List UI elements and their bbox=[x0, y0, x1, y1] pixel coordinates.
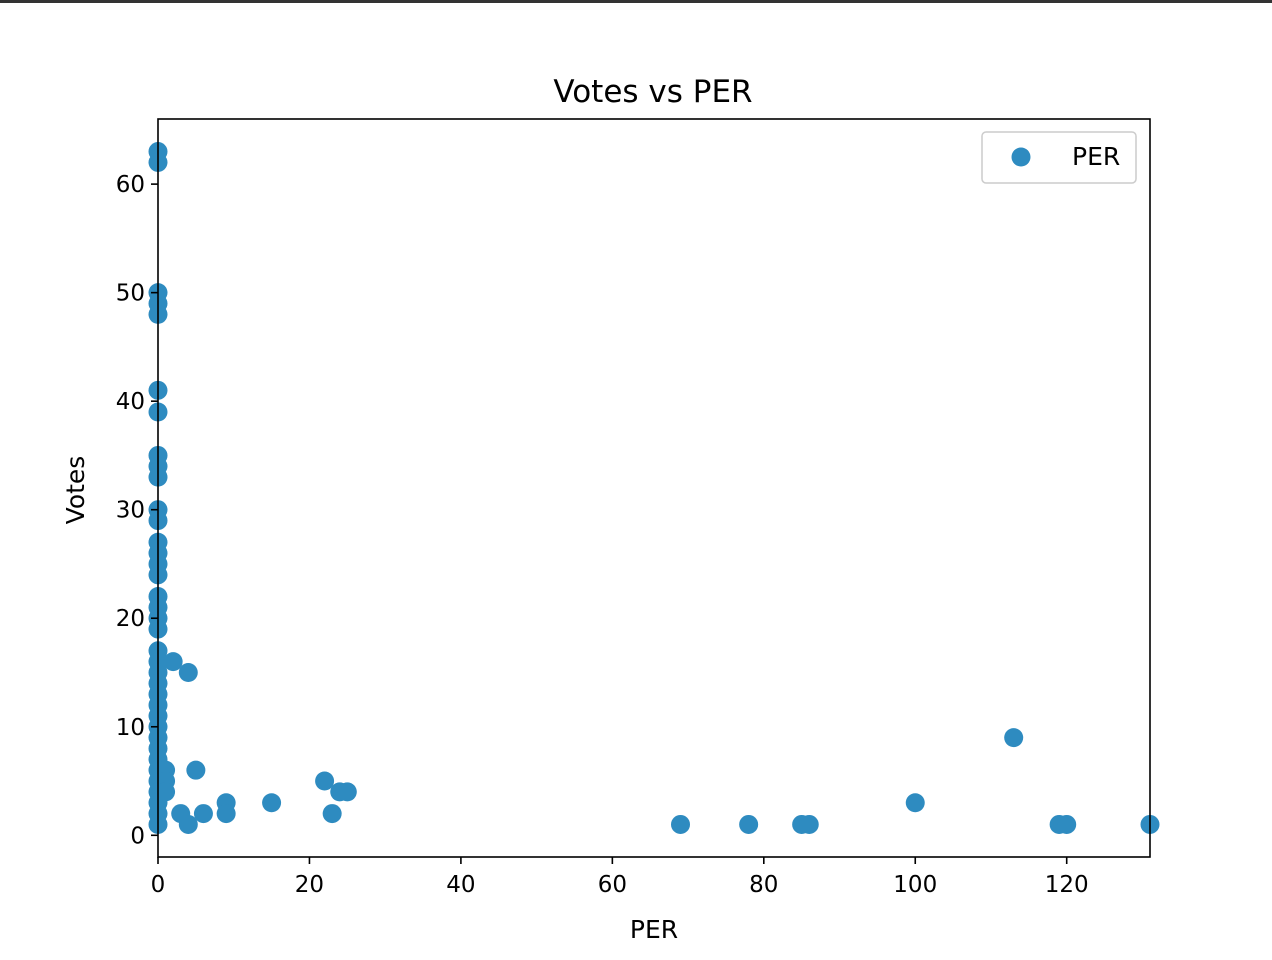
x-tick-label: 40 bbox=[446, 872, 475, 898]
data-point bbox=[178, 663, 198, 682]
x-tick-label: 120 bbox=[1045, 872, 1089, 898]
data-point bbox=[671, 814, 691, 834]
legend-box bbox=[981, 131, 1137, 184]
x-tick-label: 80 bbox=[749, 872, 778, 898]
y-axis-label: Votes bbox=[61, 456, 90, 525]
data-point bbox=[262, 793, 282, 813]
data-point bbox=[163, 652, 183, 672]
x-tick-label: 60 bbox=[598, 872, 627, 898]
data-point bbox=[1057, 814, 1077, 834]
data-point bbox=[156, 782, 176, 802]
legend-label: PER bbox=[1072, 142, 1120, 171]
x-tick-label: 20 bbox=[295, 872, 324, 898]
x-tick-label: 100 bbox=[893, 872, 937, 898]
chart-title: Votes vs PER bbox=[553, 74, 752, 110]
data-point bbox=[186, 760, 206, 780]
data-point bbox=[315, 771, 335, 791]
data-point bbox=[178, 814, 198, 834]
data-point bbox=[337, 782, 357, 802]
legend-marker bbox=[1011, 147, 1031, 167]
x-axis-ticks: 0 20 40 60 80 100 120 bbox=[151, 857, 1089, 898]
data-point bbox=[216, 804, 236, 824]
plot-area-frame bbox=[157, 118, 1151, 858]
data-point bbox=[799, 814, 819, 834]
data-points bbox=[148, 142, 1160, 834]
y-tick-label: 50 bbox=[116, 281, 145, 307]
y-tick-label: 60 bbox=[116, 172, 145, 198]
y-tick-label: 0 bbox=[130, 823, 145, 849]
data-point bbox=[322, 804, 342, 824]
y-tick-label: 40 bbox=[116, 389, 145, 415]
y-tick-label: 30 bbox=[116, 498, 145, 524]
data-point bbox=[193, 804, 213, 824]
y-tick-label: 10 bbox=[116, 715, 145, 741]
legend: PER bbox=[981, 131, 1137, 184]
x-axis-label: PER bbox=[630, 915, 678, 944]
y-axis-ticks: 0 10 20 30 40 50 60 bbox=[116, 172, 158, 849]
data-point bbox=[739, 814, 759, 834]
y-tick-label: 20 bbox=[116, 606, 145, 632]
data-point bbox=[905, 793, 925, 813]
data-point bbox=[1004, 728, 1024, 748]
window-top-border bbox=[0, 0, 1272, 3]
x-tick-label: 0 bbox=[151, 872, 166, 898]
